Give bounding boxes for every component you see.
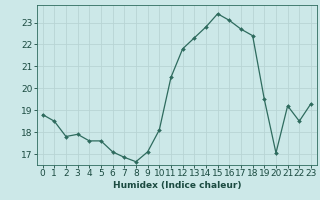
X-axis label: Humidex (Indice chaleur): Humidex (Indice chaleur) bbox=[113, 181, 241, 190]
